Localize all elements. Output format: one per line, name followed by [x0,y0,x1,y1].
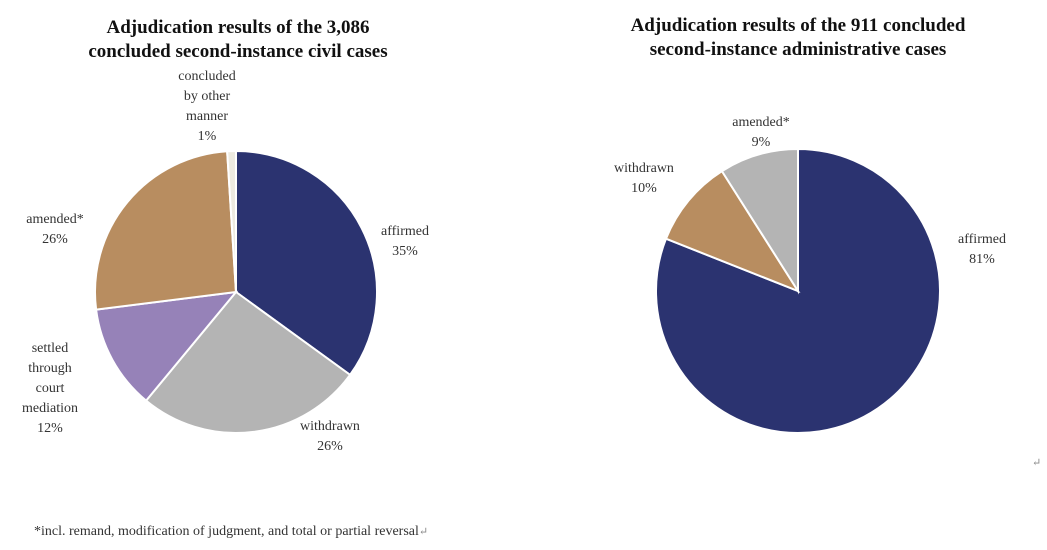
pie-slice-other [226,149,237,293]
pie-slice-withdrawn [664,169,801,294]
chart-title-line: concluded second-instance civil cases [88,41,388,62]
pie-slice-withdrawn [144,290,352,434]
paragraph-mark-icon: ↵ [1032,457,1042,469]
data-label-affirmed: affirmed 35% [381,224,429,259]
chart-title-administrative: Adjudication results of the 911 conclude… [580,14,1016,62]
data-label-affirmed: affirmed 81% [958,232,1006,267]
data-label-amended: amended* 9% [732,115,790,150]
data-label-settled: settled through court mediation 12% [22,341,78,436]
pie-chart-1: affirmed 81% withdrawn 10% amended* 9% [614,115,1006,434]
footnote-text: *incl. remand, modification of judgment,… [34,524,419,539]
pie-chart-0: affirmed 35% withdrawn 26% settled through cou… [22,69,429,454]
data-label-withdrawn: withdrawn 10% [614,161,674,196]
footnote: *incl. remand, modification of judgment,… [34,524,428,540]
data-label-other: concluded by other manner 1% [178,69,236,144]
pie-slice-amended [720,147,799,295]
pie-slice-settled [94,290,239,403]
chart-title-line: second-instance administrative cases [649,39,947,60]
pie-slice-affirmed [235,149,378,377]
data-label-amended: amended* 26% [26,212,84,247]
data-label-withdrawn: withdrawn 26% [300,419,360,454]
chart-title-line: Adjudication results of the 911 conclude… [630,15,966,36]
paragraph-mark-icon: ↵ [418,526,429,538]
pie-slice-amended [94,150,238,311]
chart-title-line: Adjudication results of the 3,086 [106,17,370,38]
chart-title-civil: Adjudication results of the 3,086 conclu… [20,16,456,64]
